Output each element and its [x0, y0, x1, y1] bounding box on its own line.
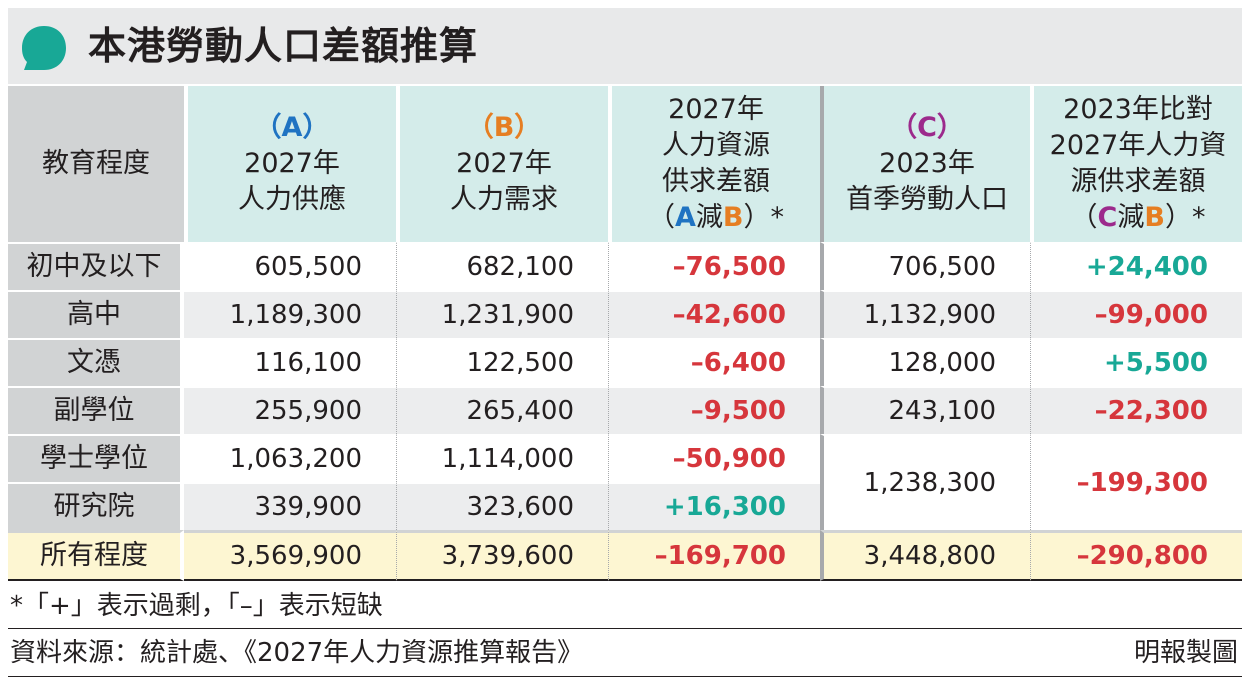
cell-demand: 1,114,000	[396, 434, 608, 482]
page-title: 本港勞動人口差額推算	[88, 23, 479, 68]
cell-demand: 122,500	[396, 338, 608, 386]
tag-close: ）	[302, 112, 330, 143]
header-gap-2027: 2027年 人力資源 供求差額 （A減B）*	[608, 86, 820, 242]
tag-close: ）	[936, 112, 964, 143]
tag-b: B	[493, 112, 515, 143]
header-labour-2023: （C） 2023年 首季勞動人口	[820, 86, 1030, 242]
divider	[8, 676, 1242, 677]
cell-demand: 265,400	[396, 386, 608, 434]
tag-b: B	[1144, 202, 1165, 233]
cell-supply: 605,500	[184, 242, 396, 290]
tag-a: A	[281, 112, 303, 143]
cell-gap-2027: +16,300	[608, 482, 820, 530]
cell-gap-2027: –50,900	[608, 434, 820, 482]
cell-labour-2023: 128,000	[820, 338, 1030, 386]
table-row: 研究院 339,900 323,600 +16,300	[8, 482, 1242, 530]
credit-text: 明報製圖	[1133, 638, 1238, 668]
cell-labour-2023: 243,100	[820, 386, 1030, 434]
row-label: 高中	[8, 290, 184, 338]
cell-gap-2027: –76,500	[608, 242, 820, 290]
table-row: 文憑 116,100 122,500 –6,400 128,000 +5,500	[8, 338, 1242, 386]
data-table: 教育程度 （A） 2027年 人力供應 （B） 2027年 人力需求 2027年…	[8, 86, 1242, 581]
table-row: 初中及以下 605,500 682,100 –76,500 706,500 +2…	[8, 242, 1242, 290]
header-line: 供求差額	[662, 166, 770, 197]
cell-demand: 323,600	[396, 482, 608, 530]
tag-a: A	[675, 202, 696, 233]
cell-gap-2023-merged: –199,300	[1030, 434, 1242, 530]
tag-close: ）	[514, 112, 542, 143]
row-label: 副學位	[8, 386, 184, 434]
row-label: 研究院	[8, 482, 184, 530]
header-line: 2027年	[244, 148, 340, 179]
footnote: *「+」表示過剩，「–」表示短缺	[10, 591, 383, 621]
paren-close: ）*	[743, 202, 785, 233]
cell-labour-2023: 706,500	[820, 242, 1030, 290]
header-supply-2027: （A） 2027年 人力供應	[184, 86, 396, 242]
tag-b: B	[722, 202, 744, 233]
tag-c: C	[917, 112, 937, 143]
header-line: 2027年	[668, 94, 764, 125]
cell-supply: 339,900	[184, 482, 396, 530]
header-line: 人力需求	[450, 184, 558, 215]
paren-open: （	[648, 202, 675, 233]
header-line: 2027年	[456, 148, 552, 179]
cell-gap-2023: –99,000	[1030, 290, 1242, 338]
header-line: 2023年比對	[1063, 94, 1213, 125]
paren-close: ）*	[1164, 202, 1206, 233]
speech-bubble-icon	[22, 26, 66, 70]
header-line: 2023年	[879, 148, 975, 179]
minus-word: 減	[1117, 202, 1145, 233]
cell-supply: 1,189,300	[184, 290, 396, 338]
cell-demand: 1,231,900	[396, 290, 608, 338]
header-line: 2027年人力資	[1049, 130, 1227, 161]
cell-labour-2023: 1,132,900	[820, 290, 1030, 338]
cell-supply: 116,100	[184, 338, 396, 386]
table-row: 學士學位 1,063,200 1,114,000 –50,900 1,238,3…	[8, 434, 1242, 530]
row-label: 學士學位	[8, 434, 184, 482]
paren-open: （	[1070, 202, 1098, 233]
header-line: 源供求差額	[1070, 166, 1206, 197]
header-line: 人力資源	[662, 130, 770, 161]
minus-word: 減	[695, 202, 723, 233]
total-row: 所有程度 3,569,900 3,739,600 –169,700 3,448,…	[8, 530, 1242, 581]
cell-supply: 255,900	[184, 386, 396, 434]
header-row: 教育程度 （A） 2027年 人力供應 （B） 2027年 人力需求 2027年…	[8, 86, 1242, 242]
tag-open: （	[890, 112, 918, 143]
cell-supply: 1,063,200	[184, 434, 396, 482]
cell-gap-2027: –9,500	[608, 386, 820, 434]
tag-open: （	[254, 112, 282, 143]
header-education-level: 教育程度	[8, 86, 184, 242]
cell-gap-2023: +24,400	[1030, 242, 1242, 290]
tag-c: C	[1097, 202, 1118, 233]
title-band: 本港勞動人口差額推算	[8, 8, 1242, 84]
source-text: 資料來源：統計處、《2027年人力資源推算報告》	[10, 638, 584, 668]
cell-gap-2027: –169,700	[608, 530, 820, 581]
header-line: 首季勞動人口	[846, 184, 1008, 215]
divider	[8, 628, 1242, 629]
cell-supply: 3,569,900	[184, 530, 396, 581]
cell-demand: 3,739,600	[396, 530, 608, 581]
header-gap-2023: 2023年比對 2027年人力資 源供求差額 （C減B）*	[1030, 86, 1242, 242]
table-row: 高中 1,189,300 1,231,900 –42,600 1,132,900…	[8, 290, 1242, 338]
cell-labour-2023-merged: 1,238,300	[820, 434, 1030, 530]
tag-open: （	[466, 112, 494, 143]
row-label: 所有程度	[8, 530, 184, 581]
cell-gap-2027: –6,400	[608, 338, 820, 386]
header-line: 人力供應	[238, 184, 346, 215]
cell-gap-2023: –22,300	[1030, 386, 1242, 434]
row-label: 初中及以下	[8, 242, 184, 290]
table-row: 副學位 255,900 265,400 –9,500 243,100 –22,3…	[8, 386, 1242, 434]
cell-gap-2023: –290,800	[1030, 530, 1242, 581]
row-label: 文憑	[8, 338, 184, 386]
cell-gap-2023: +5,500	[1030, 338, 1242, 386]
cell-labour-2023: 3,448,800	[820, 530, 1030, 581]
cell-demand: 682,100	[396, 242, 608, 290]
cell-gap-2027: –42,600	[608, 290, 820, 338]
header-demand-2027: （B） 2027年 人力需求	[396, 86, 608, 242]
